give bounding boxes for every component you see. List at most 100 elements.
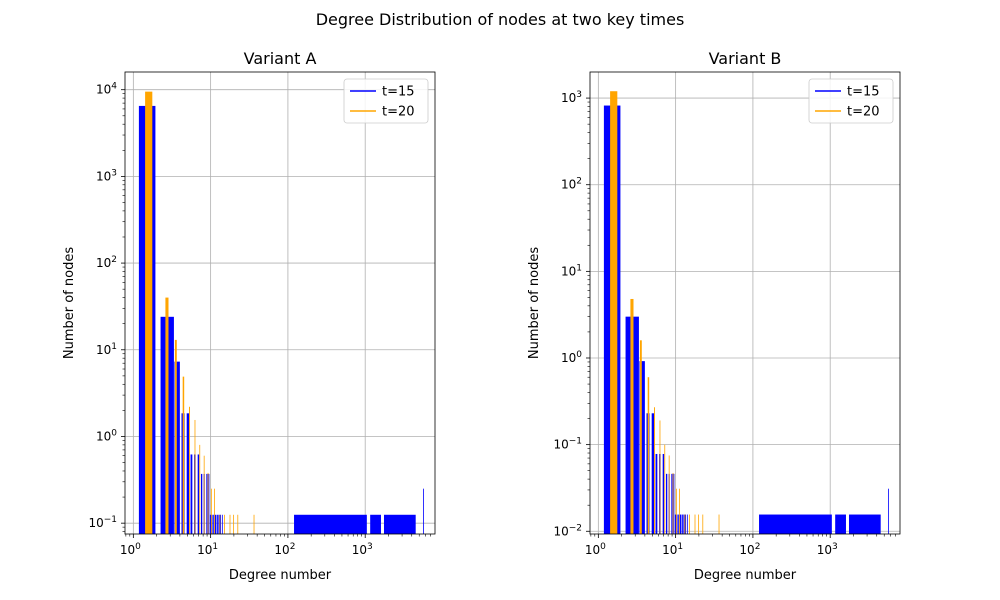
y-tick-label: 10−2 [553, 523, 582, 538]
bar-t20 [203, 455, 205, 534]
y-tick-label: 10−1 [553, 437, 582, 452]
bar-t15 [671, 473, 673, 534]
bar-t20 [214, 488, 215, 534]
y-tick-label: 100 [561, 350, 582, 365]
bar-t15 [216, 514, 218, 534]
y-axis-label: Number of nodes [527, 247, 542, 359]
bar-t15 [680, 514, 682, 534]
bar-t20 [188, 406, 190, 534]
bar-t15 [215, 514, 217, 534]
axes-frame [589, 71, 901, 535]
bar-t15 [423, 488, 424, 534]
bar-t20 [689, 514, 690, 534]
y-tick-label: 100 [96, 428, 117, 443]
bar-t15 [678, 514, 680, 534]
bar-t15 [213, 514, 215, 534]
bar-t20 [702, 514, 704, 534]
bar-t20 [630, 298, 634, 534]
bar-t20 [684, 514, 686, 534]
y-tick-label: 102 [96, 255, 117, 270]
legend-label-t15: t=15 [382, 85, 415, 100]
y-tick-label: 10−1 [88, 515, 117, 530]
bar-t15 [211, 514, 213, 534]
bar-t20 [698, 514, 700, 534]
bar-t15 [218, 514, 220, 534]
bar-t15 [639, 361, 645, 534]
x-tick-label: 100 [120, 542, 141, 557]
legend-label-t15: t=15 [847, 85, 880, 100]
bar-t15 [684, 514, 686, 534]
y-axis-label: Number of nodes [62, 247, 77, 359]
bar-t15 [294, 514, 367, 534]
legend: t=15 t=20 [808, 78, 894, 124]
bar-t20 [694, 514, 696, 534]
bar-t15 [835, 514, 846, 534]
bar-t15 [200, 473, 203, 534]
bar-t20 [210, 488, 212, 534]
bar-t15 [686, 514, 688, 534]
bar-t15 [174, 361, 180, 534]
y-tick-label: 103 [561, 90, 582, 105]
legend: t=15 t=20 [343, 78, 429, 124]
y-tick-label: 102 [561, 177, 582, 192]
bar-t15 [197, 454, 200, 534]
bar-t20 [233, 514, 235, 534]
bar-t15 [209, 514, 211, 534]
subplot-title: Variant B [709, 49, 782, 68]
bar-t20 [664, 444, 666, 534]
subplot-title: Variant A [244, 49, 317, 68]
bar-t20 [668, 455, 670, 534]
legend-box [343, 78, 429, 124]
x-tick-label: 102 [274, 542, 295, 557]
axes-frame [124, 71, 436, 535]
x-tick-label: 103 [352, 542, 373, 557]
bar-t15 [221, 514, 223, 534]
bar-t15 [625, 316, 632, 534]
bar-t20 [219, 514, 221, 534]
bar-t20 [675, 488, 677, 534]
bar-t15 [206, 473, 208, 534]
bar-t20 [253, 514, 255, 534]
bar-t20 [610, 91, 618, 534]
bar-t20 [237, 514, 239, 534]
y-tick-label: 101 [96, 342, 117, 357]
bar-t20 [174, 339, 177, 534]
bar-t15 [208, 473, 210, 534]
x-axis-label: Degree number [694, 568, 797, 583]
bar-t15 [888, 488, 889, 534]
bar-t15 [759, 514, 832, 534]
bar-t20 [224, 514, 225, 534]
legend-box [808, 78, 894, 124]
x-tick-label: 102 [739, 542, 760, 557]
bar-t15 [186, 413, 190, 534]
legend-label-t20: t=20 [382, 105, 415, 120]
bar-t15 [160, 316, 167, 534]
bar-t20 [639, 340, 642, 534]
bar-t20 [659, 420, 661, 534]
bar-t15 [651, 413, 655, 534]
figure-title: Degree Distribution of nodes at two key … [315, 10, 685, 29]
bar-t15 [632, 316, 639, 534]
bars-group [603, 91, 889, 534]
bar-t20 [647, 377, 650, 534]
bar-t20 [653, 407, 655, 534]
bar-t20 [229, 514, 231, 534]
bar-t15 [674, 514, 676, 534]
bar-t15 [681, 514, 683, 534]
bar-t20 [145, 91, 153, 534]
bar-t15 [665, 473, 668, 534]
bar-t15 [167, 316, 174, 534]
bar-t20 [194, 419, 196, 534]
bar-t20 [182, 376, 185, 534]
subplot-variant-b: 100 101 102 103 10−2 10−1 100 101 102 103 Variant … [527, 49, 901, 583]
bar-t15 [662, 453, 665, 534]
x-tick-label: 103 [817, 542, 838, 557]
bar-t20 [199, 444, 201, 534]
bar-t15 [190, 454, 193, 534]
bar-t20 [718, 514, 720, 534]
bar-t15 [655, 453, 658, 534]
bar-t20 [165, 297, 169, 534]
bar-t20 [679, 488, 680, 534]
y-tick-label: 104 [96, 82, 117, 97]
